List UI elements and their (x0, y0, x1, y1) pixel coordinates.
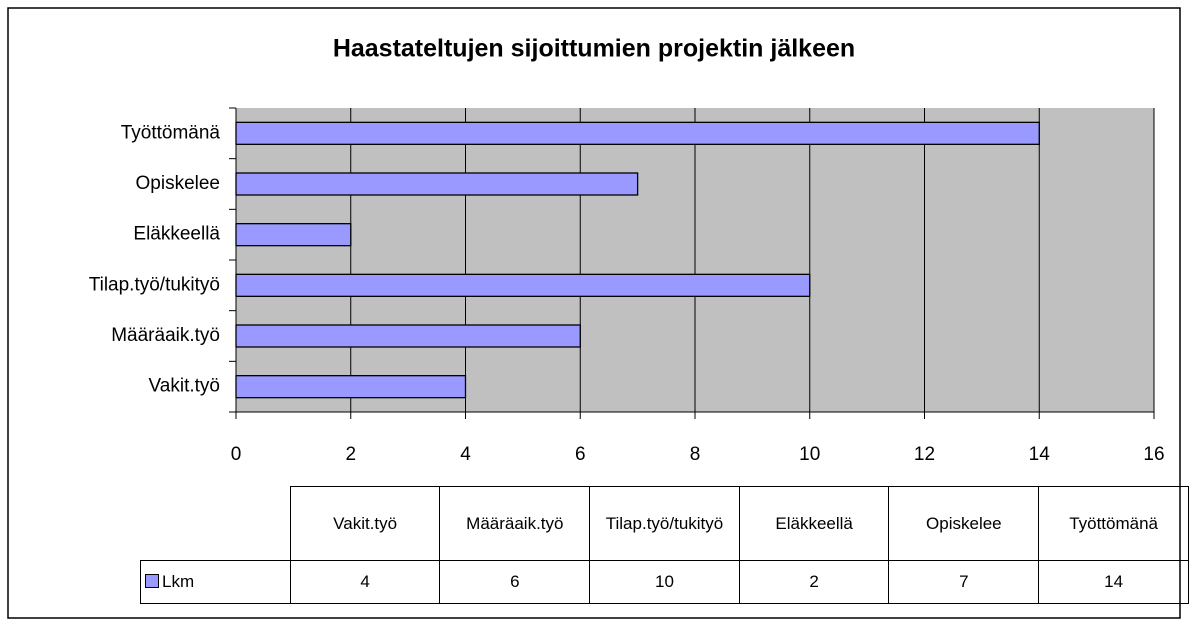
y-tick-label: Vakit.työ (149, 376, 220, 397)
table-value-cell: 10 (589, 560, 740, 604)
x-tick-label: 8 (690, 444, 701, 465)
bar (235, 273, 811, 297)
chart-title: Haastateltujen sijoittumien projektin jä… (333, 35, 855, 63)
x-tick-label: 6 (575, 444, 586, 465)
x-tick-label: 2 (345, 444, 356, 465)
bar (235, 375, 467, 399)
y-tick-label: Tilap.työ/tukityö (89, 274, 220, 295)
table-header-cell: Tilap.työ/tukityö (589, 486, 740, 561)
table-header-cell: Opiskelee (888, 486, 1040, 561)
table-value-cell: 14 (1038, 560, 1189, 604)
x-tick-label: 16 (1143, 444, 1164, 465)
table-header-cell: Työttömänä (1038, 486, 1189, 561)
table-value-cell: 4 (289, 560, 441, 604)
y-tick-label: Eläkkeellä (133, 224, 220, 245)
x-tick-label: 10 (799, 444, 820, 465)
bar (235, 324, 581, 348)
x-tick-label: 4 (460, 444, 471, 465)
bar (235, 223, 352, 247)
table-header-cell: Vakit.työ (289, 486, 441, 561)
table-value-cell: 7 (888, 560, 1040, 604)
bar (235, 121, 1040, 145)
legend-label: Lkm (162, 572, 195, 591)
blank-cell (140, 486, 291, 561)
bar (235, 172, 639, 196)
table-value-cell: 6 (439, 560, 591, 604)
x-tick-label: 14 (1029, 444, 1051, 465)
x-tick-label: 12 (914, 444, 935, 465)
y-tick-label: Määräaik.työ (111, 325, 220, 346)
data-table-row: Lkm 4 6 10 2 7 14 (140, 560, 1189, 604)
legend-key (145, 574, 159, 588)
legend-cell: Lkm (140, 560, 291, 604)
table-value-cell: 2 (738, 560, 890, 604)
data-table-header: Vakit.työ Määräaik.työ Tilap.työ/tukityö El… (140, 486, 1189, 561)
data-table: Vakit.työ Määräaik.työ Tilap.työ/tukityö El… (140, 486, 1189, 604)
table-header-cell: Eläkkeellä (738, 486, 890, 561)
table-header-cell: Määräaik.työ (439, 486, 591, 561)
x-tick-label: 0 (231, 444, 242, 465)
y-tick-label: Työttömänä (121, 122, 221, 143)
y-tick-label: Opiskelee (136, 173, 221, 194)
